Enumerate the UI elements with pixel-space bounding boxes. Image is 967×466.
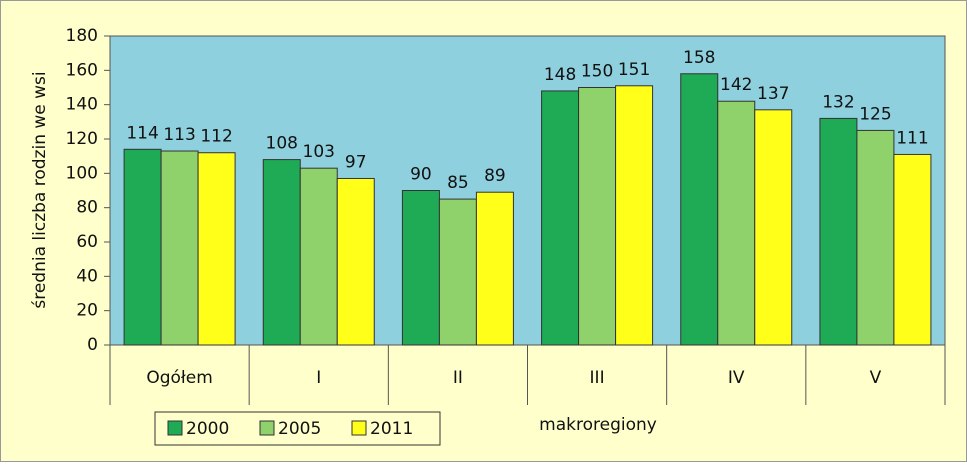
- data-label: 148: [544, 65, 576, 85]
- x-tick-label: III: [590, 368, 605, 388]
- y-tick-label: 140: [66, 95, 98, 115]
- y-tick-label: 160: [66, 60, 98, 80]
- bar: [438, 198, 477, 346]
- x-axis-title: makroregiony: [539, 415, 657, 435]
- bar: [680, 73, 719, 346]
- bar: [754, 109, 793, 346]
- data-label: 137: [757, 84, 789, 104]
- plot-area: [109, 35, 946, 346]
- legend-label: 2000: [186, 419, 229, 439]
- data-label: 112: [200, 127, 232, 147]
- x-tick-label: I: [316, 368, 321, 388]
- bar: [717, 100, 756, 346]
- data-label: 114: [126, 123, 158, 143]
- data-label: 111: [896, 128, 928, 148]
- y-tick-label: 180: [66, 26, 98, 46]
- data-label: 158: [683, 48, 715, 68]
- data-label: 85: [447, 173, 469, 193]
- legend-label: 2011: [370, 419, 413, 439]
- data-label: 125: [859, 104, 891, 124]
- bar: [541, 90, 580, 346]
- bar: [893, 153, 932, 346]
- data-label: 97: [345, 152, 367, 172]
- legend-label: 2005: [278, 419, 321, 439]
- bar: [123, 148, 162, 346]
- bar: [819, 117, 858, 346]
- data-label: 150: [581, 62, 613, 82]
- bar: [615, 85, 654, 346]
- x-tick-label: II: [453, 368, 463, 388]
- y-tick-label: 0: [87, 335, 98, 355]
- x-tick-label: Ogółem: [146, 368, 212, 388]
- bar: [401, 190, 440, 346]
- y-axis-title: średnia liczba rodzin we wsi: [30, 71, 50, 308]
- legend-swatch: [259, 420, 275, 436]
- bar: [197, 152, 236, 346]
- data-label: 108: [266, 134, 298, 154]
- y-tick-label: 120: [66, 129, 98, 149]
- bar: [336, 177, 375, 346]
- y-tick-label: 100: [66, 163, 98, 183]
- bar: [578, 87, 617, 346]
- data-label: 89: [484, 166, 506, 186]
- bar: [262, 159, 301, 346]
- y-tick-label: 60: [76, 232, 98, 252]
- x-tick-label: IV: [728, 368, 745, 388]
- x-tick-label: V: [870, 368, 882, 388]
- data-label: 103: [303, 142, 335, 162]
- legend: [154, 411, 441, 446]
- bar: [299, 167, 338, 346]
- data-label: 113: [163, 125, 195, 145]
- data-label: 90: [410, 165, 432, 185]
- legend-swatch: [167, 420, 183, 436]
- y-tick-label: 20: [76, 301, 98, 321]
- bar: [160, 150, 199, 346]
- legend-swatch: [351, 420, 367, 436]
- data-label: 132: [822, 92, 854, 112]
- y-tick-label: 40: [76, 266, 98, 286]
- data-label: 142: [720, 75, 752, 95]
- bar: [856, 129, 895, 346]
- bar: [475, 191, 514, 346]
- y-tick-label: 80: [76, 198, 98, 218]
- data-label: 151: [618, 60, 650, 80]
